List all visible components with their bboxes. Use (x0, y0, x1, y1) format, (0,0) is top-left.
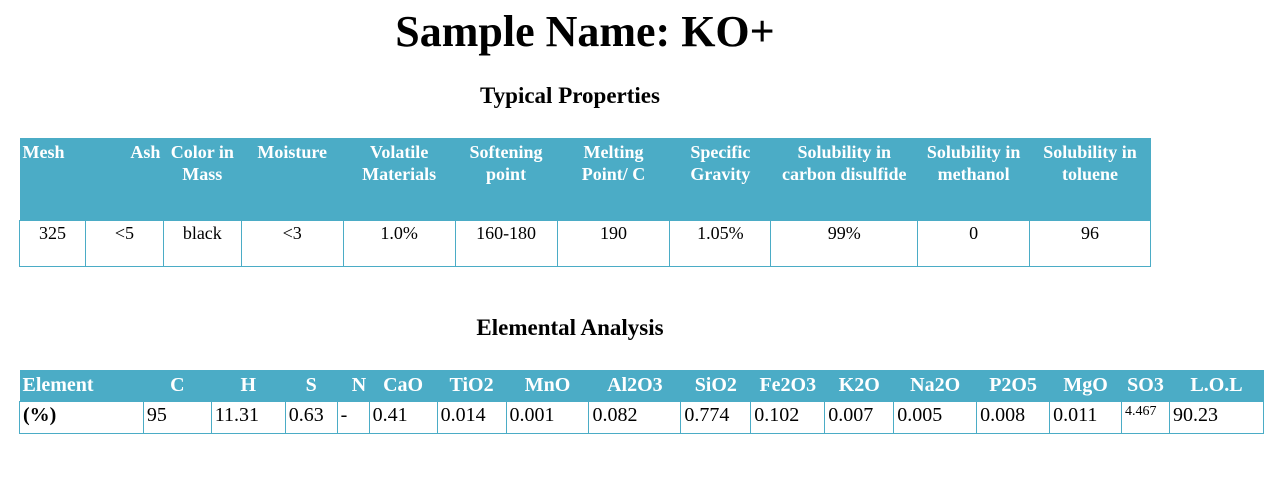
header-lol: L.O.L (1169, 370, 1264, 401)
header-na2o: Na2O (893, 370, 977, 401)
value-specific-gravity: 1.05% (669, 219, 772, 267)
header-volatile-materials: Volatile Materials (343, 138, 456, 220)
value-fe2o3: 0.102 (750, 400, 826, 434)
value-mesh: 325 (19, 219, 86, 267)
elemental-header-row: Element C H S N CaO TiO2 MnO Al2O3 SiO2 … (19, 370, 1264, 401)
value-tio2: 0.014 (436, 400, 507, 434)
elemental-analysis-heading: Elemental Analysis (476, 315, 664, 340)
value-na2o: 0.005 (893, 400, 978, 434)
header-so3: SO3 (1121, 370, 1170, 401)
header-n: N (337, 370, 370, 401)
header-solubility-carbon-disulfide: Solubility in carbon disulfide (770, 138, 918, 220)
value-c: 95 (142, 400, 212, 434)
value-p2o5: 0.008 (976, 400, 1051, 434)
header-fe2o3: Fe2O3 (750, 370, 825, 401)
value-moisture: <3 (240, 219, 344, 267)
value-mno: 0.001 (505, 400, 590, 434)
header-tio2: TiO2 (437, 370, 507, 401)
value-solubility-toluene: 96 (1029, 219, 1151, 267)
value-mgo: 0.011 (1049, 400, 1123, 434)
header-solubility-toluene: Solubility in toluene (1029, 138, 1151, 220)
value-cao: 0.41 (368, 400, 438, 434)
header-specific-gravity: Specific Gravity (669, 138, 771, 220)
header-sio2: SiO2 (680, 370, 751, 401)
value-volatile-materials: 1.0% (342, 219, 456, 267)
value-softening-point: 160-180 (454, 219, 558, 267)
typical-properties-table: Mesh Ash Color in Mass Moisture Volatile… (19, 138, 1151, 267)
header-element: Element (19, 370, 144, 401)
value-melting-point: 190 (556, 219, 671, 267)
header-ash: Ash (85, 138, 164, 220)
header-cao: CaO (369, 370, 438, 401)
header-mno: MnO (506, 370, 589, 401)
typical-value-row: 325 <5 black <3 1.0% 160-180 190 1.05% 9… (19, 219, 1151, 267)
value-sio2: 0.774 (680, 400, 752, 434)
header-mesh: Mesh (19, 138, 86, 220)
header-s: S (285, 370, 338, 401)
header-mgo: MgO (1049, 370, 1122, 401)
value-lol: 90.23 (1169, 400, 1264, 434)
typical-header-row: Mesh Ash Color in Mass Moisture Volatile… (19, 138, 1151, 220)
header-softening-point: Softening point (455, 138, 558, 220)
value-al2o3: 0.082 (588, 400, 682, 434)
header-solubility-methanol: Solubility in methanol (917, 138, 1030, 220)
value-s: 0.63 (284, 400, 338, 434)
header-p2o5: P2O5 (976, 370, 1050, 401)
header-h: H (211, 370, 286, 401)
value-color-in-mass: black (162, 219, 242, 267)
header-k2o: K2O (824, 370, 894, 401)
header-moisture: Moisture (241, 138, 344, 220)
page-title: Sample Name: KO+ (395, 7, 775, 56)
value-solubility-methanol: 0 (917, 219, 1031, 267)
value-n: - (336, 400, 370, 434)
value-k2o: 0.007 (824, 400, 895, 434)
elemental-analysis-table: Element C H S N CaO TiO2 MnO Al2O3 SiO2 … (19, 370, 1264, 434)
value-element-label: (%) (19, 400, 144, 434)
value-ash: <5 (84, 219, 164, 267)
value-solubility-carbon-disulfide: 99% (770, 219, 919, 267)
value-h: 11.31 (210, 400, 286, 434)
elemental-value-row: (%) 95 11.31 0.63 - 0.41 0.014 0.001 0.0… (19, 400, 1264, 434)
value-so3: 4.467 (1121, 400, 1170, 434)
typical-properties-heading: Typical Properties (480, 83, 660, 108)
header-melting-point: Melting Point/ C (557, 138, 670, 220)
header-c: C (143, 370, 212, 401)
header-color-in-mass: Color in Mass (163, 138, 242, 220)
header-al2o3: Al2O3 (588, 370, 681, 401)
